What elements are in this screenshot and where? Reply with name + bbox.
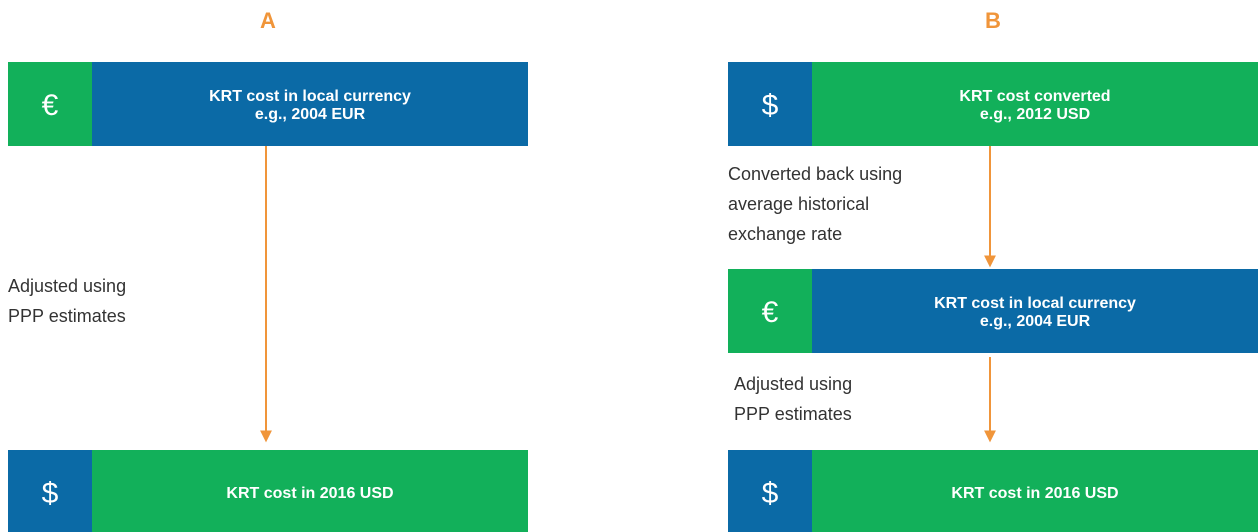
icon-cell: [8, 62, 92, 146]
box-text: KRT cost in local currency: [209, 88, 411, 105]
icon: $: [762, 477, 779, 510]
box: [812, 62, 1258, 146]
box-text: e.g., 2012 USD: [980, 106, 1090, 123]
icon: $: [762, 89, 779, 122]
icon-cell: [8, 450, 92, 532]
box-text: KRT cost in 2016 USD: [951, 485, 1118, 502]
panel-label: A: [260, 8, 276, 33]
panel-label: B: [985, 8, 1001, 33]
step-text: Adjusted using: [734, 374, 852, 394]
box: [92, 62, 528, 146]
step-text: Adjusted using: [8, 276, 126, 296]
box-text: KRT cost converted: [959, 88, 1110, 105]
icon-cell: [728, 62, 812, 146]
box-text: KRT cost in 2016 USD: [226, 485, 393, 502]
icon-cell: [728, 269, 812, 353]
box-text: KRT cost in local currency: [934, 295, 1136, 312]
icon: $: [42, 477, 59, 510]
box: [812, 450, 1258, 532]
step-text: PPP estimates: [8, 306, 126, 326]
box: [92, 450, 528, 532]
step-text: average historical: [728, 194, 869, 214]
step-text: exchange rate: [728, 224, 842, 244]
icon: €: [42, 89, 59, 122]
step-text: PPP estimates: [734, 404, 852, 424]
icon-cell: [728, 450, 812, 532]
box: [812, 269, 1258, 353]
icon: €: [762, 296, 779, 329]
box-text: e.g., 2004 EUR: [255, 106, 366, 123]
step-text: Converted back using: [728, 164, 902, 184]
box-text: e.g., 2004 EUR: [980, 313, 1091, 330]
